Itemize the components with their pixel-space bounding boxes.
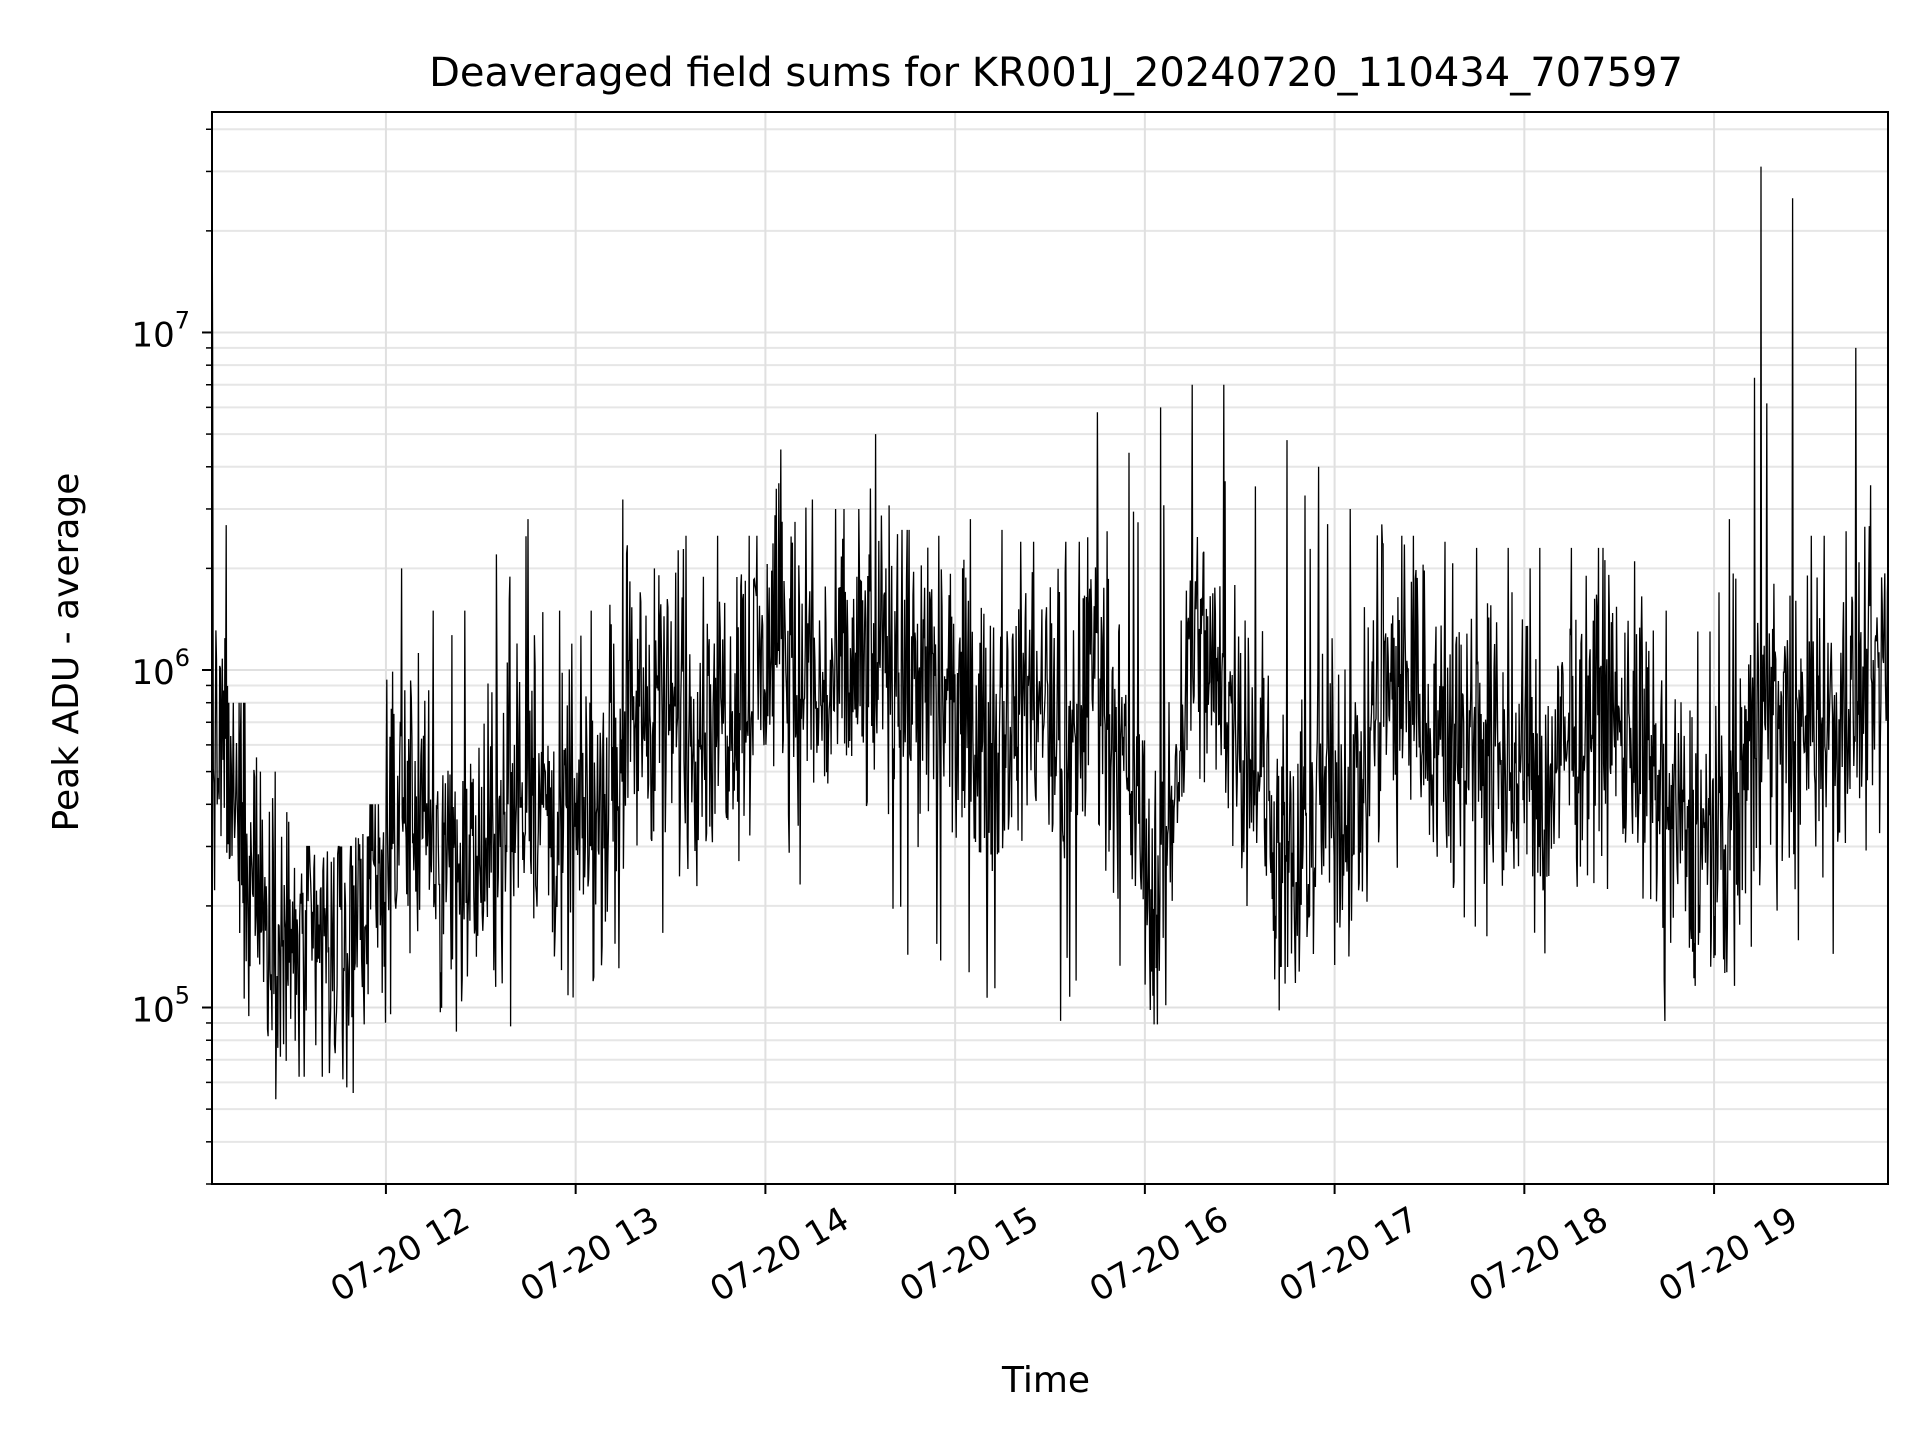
y-tick-exponent: 6 [175,644,190,672]
x-axis-label: Time [1001,1360,1090,1401]
y-axis-label: Peak ADU - average [46,473,87,832]
plot-line [211,166,1889,1100]
y-tick-exponent: 7 [175,306,190,334]
series-line [211,166,1889,1100]
chart-title: Deaveraged field sums for KR001J_2024072… [429,50,1683,96]
y-tick-exponent: 5 [175,982,190,1010]
axes-frame [211,111,1889,1185]
